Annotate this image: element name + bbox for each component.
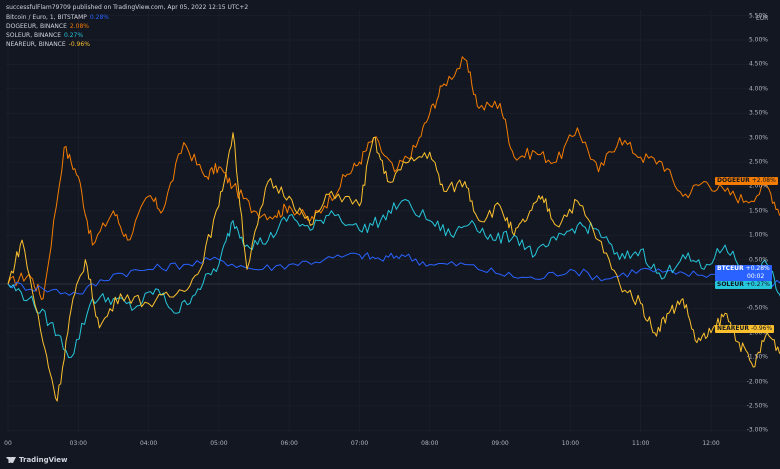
tag-value: +0.27% xyxy=(745,281,770,288)
price-tag-dogeeur: DOGEEUR +2.08% xyxy=(715,177,778,185)
price-tick-label: 3.00% xyxy=(748,134,768,142)
price-tick-label: -1.50% xyxy=(746,353,768,361)
time-tick-label: 08:00 xyxy=(421,440,439,447)
price-tick-label: 4.00% xyxy=(748,85,768,93)
series-line-soleur[interactable] xyxy=(7,199,780,359)
price-tick-label: 3.50% xyxy=(748,109,768,117)
legend-label: NEAREUR, BINANCE xyxy=(6,41,66,48)
legend-label: SOLEUR, BINANCE xyxy=(6,32,61,39)
time-tick-label: 07:00 xyxy=(350,440,369,447)
price-tick-label: 2.00% xyxy=(748,182,768,190)
legend-item-btceur[interactable]: Bitcoin / Euro, 1, BITSTAMP 0.28% xyxy=(6,14,109,22)
price-tick-label: 1.50% xyxy=(748,207,768,215)
tradingview-logo-icon xyxy=(6,457,16,463)
tag-value: +2.08% xyxy=(751,177,776,184)
price-tag-soleur: SOLEUR +0.27% xyxy=(715,281,772,289)
series-layer xyxy=(7,56,780,402)
chart-grid xyxy=(6,10,750,432)
time-tick-label: 04:00 xyxy=(139,440,158,447)
legend-label: DOGEEUR, BINANCE xyxy=(6,23,67,30)
time-tick-label: 11:00 xyxy=(632,440,650,447)
tradingview-logo-text: TradingView xyxy=(19,456,68,464)
tag-countdown: 00:02 xyxy=(747,273,765,280)
tag-value: +0.28% xyxy=(745,265,770,272)
series-line-dogeeur[interactable] xyxy=(7,56,780,300)
time-tick-label: 10:00 xyxy=(561,440,580,447)
tag-name: BTCEUR xyxy=(717,265,744,272)
time-tick-label: 06:00 xyxy=(280,440,298,447)
legend-value: 2.08% xyxy=(69,23,89,30)
price-tick-label: 1.00% xyxy=(748,231,768,239)
tag-name: SOLEUR xyxy=(717,281,744,288)
tag-value: -0.96% xyxy=(750,325,773,332)
legend-item-soleur[interactable]: SOLEUR, BINANCE 0.27% xyxy=(6,32,83,40)
tradingview-logo[interactable]: TradingView xyxy=(6,456,68,464)
price-tick-label: -2.00% xyxy=(746,378,768,386)
price-tick-label: -2.50% xyxy=(746,402,768,410)
price-tag-neareur: NEAREUR -0.96% xyxy=(715,325,775,333)
legend-item-neareur[interactable]: NEAREUR, BINANCE -0.96% xyxy=(6,41,90,49)
time-tick-label: 12:00 xyxy=(702,440,720,447)
publisher-header: successfulFlam79709 published on Trading… xyxy=(6,4,249,11)
legend-value: 0.27% xyxy=(64,32,84,39)
price-tick-label: 4.50% xyxy=(748,60,768,68)
price-tick-label: -0.50% xyxy=(746,304,768,312)
legend-value: -0.96% xyxy=(68,41,90,48)
series-line-btceur[interactable] xyxy=(7,252,780,296)
currency-label: EUR xyxy=(756,15,769,22)
price-tick-label: 5.50% xyxy=(748,12,768,20)
legend-item-dogeeur[interactable]: DOGEEUR, BINANCE 2.08% xyxy=(6,23,89,31)
price-tick-label: -3.00% xyxy=(746,426,768,434)
legend-label: Bitcoin / Euro, 1, BITSTAMP xyxy=(6,14,87,21)
time-tick-label: 05:00 xyxy=(210,440,228,447)
time-tick-label: 00 xyxy=(4,440,12,447)
tag-name: DOGEEUR xyxy=(717,177,750,184)
price-tick-label: 5.00% xyxy=(748,36,768,44)
price-tick-label: 0.50% xyxy=(748,256,768,264)
legend-value: 0.28% xyxy=(89,14,109,21)
price-tick-label: 2.50% xyxy=(748,158,768,166)
time-tick-label: 03:00 xyxy=(69,440,87,447)
series-line-neareur[interactable] xyxy=(7,132,780,402)
tag-name: NEAREUR xyxy=(717,325,749,332)
price-tag-btceur: BTCEUR +0.28% 00:02 xyxy=(715,265,772,281)
time-tick-label: 09:00 xyxy=(491,440,509,447)
